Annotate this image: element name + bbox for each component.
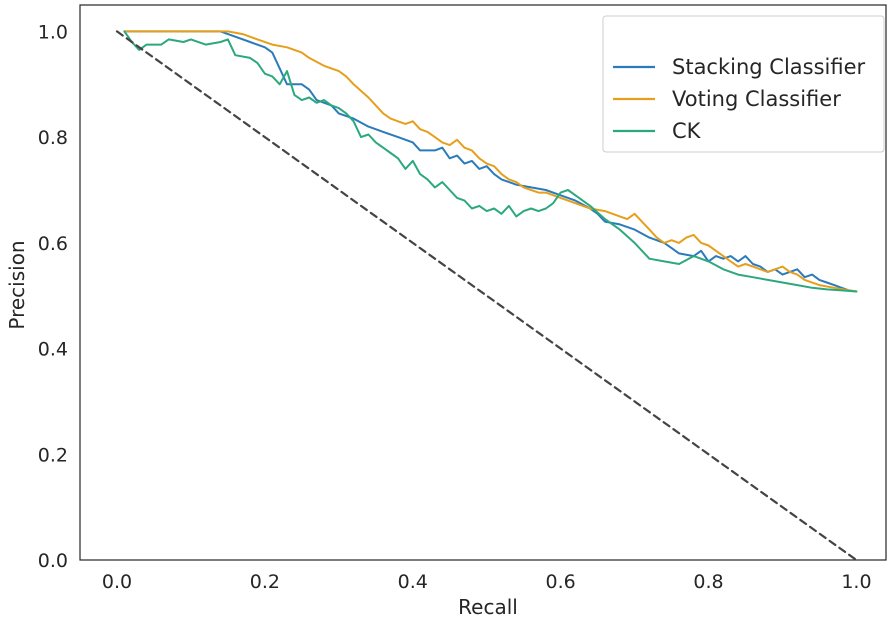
x-tick-label: 0.0 [102, 571, 132, 593]
x-axis-label: Recall [458, 595, 518, 619]
x-axis-ticks: 0.0 0.2 0.4 0.6 0.8 1.0 [102, 571, 872, 593]
y-axis-ticks: 0.0 0.2 0.4 0.6 0.8 1.0 [38, 21, 68, 572]
legend-label: CK [672, 119, 702, 143]
y-tick-label: 0.0 [38, 550, 68, 572]
x-tick-label: 0.2 [250, 571, 280, 593]
legend-label: Stacking Classifier [672, 55, 866, 79]
x-tick-label: 0.8 [693, 571, 723, 593]
y-tick-label: 0.4 [38, 339, 68, 361]
y-tick-label: 0.8 [38, 127, 68, 149]
series-line-2 [123, 30, 858, 293]
diagonal-baseline-line [115, 30, 858, 562]
series-layer [115, 30, 858, 562]
y-axis-label: Precision [5, 240, 29, 329]
legend: Stacking Classifier Voting Classifier CK [602, 15, 885, 153]
y-tick-label: 0.6 [38, 233, 68, 255]
x-tick-label: 0.6 [546, 571, 576, 593]
legend-box [602, 15, 885, 153]
x-tick-label: 1.0 [841, 571, 871, 593]
legend-label: Voting Classifier [672, 87, 841, 111]
series-line-1 [123, 30, 858, 293]
x-tick-label: 0.4 [398, 571, 428, 593]
y-tick-label: 1.0 [38, 21, 68, 43]
y-tick-label: 0.2 [38, 444, 68, 466]
